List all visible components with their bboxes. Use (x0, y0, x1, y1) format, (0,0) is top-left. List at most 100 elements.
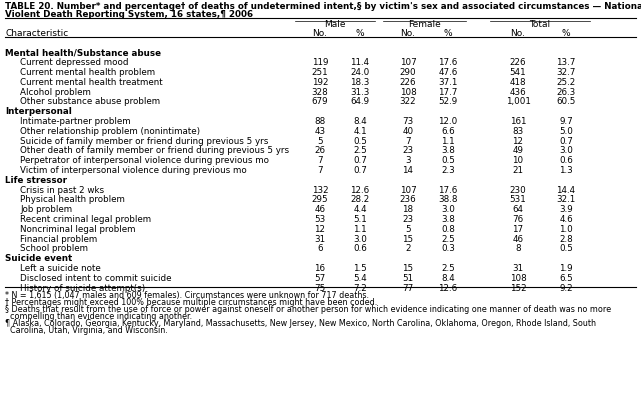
Text: 47.6: 47.6 (438, 68, 458, 77)
Text: 2.5: 2.5 (441, 234, 455, 244)
Text: Noncriminal legal problem: Noncriminal legal problem (20, 225, 135, 234)
Text: 7.2: 7.2 (353, 283, 367, 293)
Text: Carolina, Utah, Virginia, and Wisconsin.: Carolina, Utah, Virginia, and Wisconsin. (5, 325, 168, 334)
Text: 119: 119 (312, 58, 328, 67)
Text: 2.5: 2.5 (441, 264, 455, 273)
Text: 17.6: 17.6 (438, 186, 458, 195)
Text: 18.3: 18.3 (351, 78, 370, 87)
Text: 64: 64 (513, 205, 524, 214)
Text: 8.4: 8.4 (353, 117, 367, 126)
Text: Violent Death Reporting System, 16 states,¶ 2006: Violent Death Reporting System, 16 state… (5, 10, 253, 19)
Text: Intimate-partner problem: Intimate-partner problem (20, 117, 131, 126)
Text: 192: 192 (312, 78, 328, 87)
Text: 21: 21 (513, 166, 524, 175)
Text: 37.1: 37.1 (438, 78, 458, 87)
Text: 77: 77 (403, 283, 413, 293)
Text: 2.8: 2.8 (559, 234, 573, 244)
Text: Physical health problem: Physical health problem (20, 195, 125, 204)
Text: 328: 328 (312, 88, 328, 97)
Text: 436: 436 (510, 88, 526, 97)
Text: 14: 14 (403, 166, 413, 175)
Text: 15: 15 (403, 234, 413, 244)
Text: 4.1: 4.1 (353, 127, 367, 136)
Text: 12: 12 (315, 225, 326, 234)
Text: 290: 290 (400, 68, 416, 77)
Text: 13.7: 13.7 (556, 58, 576, 67)
Text: 51: 51 (403, 274, 413, 283)
Text: No.: No. (510, 29, 526, 38)
Text: Job problem: Job problem (20, 205, 72, 214)
Text: 5.1: 5.1 (353, 215, 367, 224)
Text: 230: 230 (510, 186, 526, 195)
Text: Disclosed intent to commit suicide: Disclosed intent to commit suicide (20, 274, 172, 283)
Text: Mental health/Substance abuse: Mental health/Substance abuse (5, 48, 161, 57)
Text: ¶ Alaska, Colorado, Georgia, Kentucky, Maryland, Massachusetts, New Jersey, New : ¶ Alaska, Colorado, Georgia, Kentucky, M… (5, 318, 596, 327)
Text: 31: 31 (315, 234, 326, 244)
Text: 322: 322 (400, 97, 416, 106)
Text: Crisis in past 2 wks: Crisis in past 2 wks (20, 186, 104, 195)
Text: %: % (562, 29, 570, 38)
Text: 73: 73 (403, 117, 413, 126)
Text: Female: Female (408, 20, 441, 29)
Text: 1,001: 1,001 (506, 97, 531, 106)
Text: 10: 10 (512, 156, 524, 165)
Text: Other death of family member or friend during previous 5 yrs: Other death of family member or friend d… (20, 146, 289, 155)
Text: compelling than evidence indicating another.: compelling than evidence indicating anot… (5, 312, 192, 320)
Text: 8.4: 8.4 (441, 274, 455, 283)
Text: 0.3: 0.3 (441, 244, 455, 253)
Text: 76: 76 (512, 215, 524, 224)
Text: 3: 3 (405, 156, 411, 165)
Text: 2.3: 2.3 (441, 166, 455, 175)
Text: 0.6: 0.6 (353, 244, 367, 253)
Text: 31.3: 31.3 (351, 88, 370, 97)
Text: 1.1: 1.1 (353, 225, 367, 234)
Text: 107: 107 (399, 58, 417, 67)
Text: 1.0: 1.0 (559, 225, 573, 234)
Text: Male: Male (324, 20, 345, 29)
Text: Total: Total (529, 20, 551, 29)
Text: 16: 16 (315, 264, 326, 273)
Text: 3.8: 3.8 (441, 215, 455, 224)
Text: 40: 40 (403, 127, 413, 136)
Text: No.: No. (401, 29, 415, 38)
Text: 8: 8 (515, 244, 520, 253)
Text: 236: 236 (400, 195, 416, 204)
Text: 5.4: 5.4 (353, 274, 367, 283)
Text: 7: 7 (317, 156, 323, 165)
Text: 3.9: 3.9 (559, 205, 573, 214)
Text: 2: 2 (405, 244, 411, 253)
Text: 0.7: 0.7 (353, 166, 367, 175)
Text: 46: 46 (315, 205, 326, 214)
Text: TABLE 20. Number* and percentage† of deaths of undetermined intent,§ by victim's: TABLE 20. Number* and percentage† of dea… (5, 2, 641, 11)
Text: 0.5: 0.5 (353, 137, 367, 146)
Text: 46: 46 (513, 234, 524, 244)
Text: 43: 43 (315, 127, 326, 136)
Text: 679: 679 (312, 97, 328, 106)
Text: Perpetrator of interpersonal violence during previous mo: Perpetrator of interpersonal violence du… (20, 156, 269, 165)
Text: 52.9: 52.9 (438, 97, 458, 106)
Text: 25.2: 25.2 (556, 78, 576, 87)
Text: %: % (444, 29, 453, 38)
Text: 0.6: 0.6 (559, 156, 573, 165)
Text: 0.5: 0.5 (441, 156, 455, 165)
Text: 4.4: 4.4 (353, 205, 367, 214)
Text: § Deaths that result from the use of force or power against oneself or another p: § Deaths that result from the use of for… (5, 305, 611, 313)
Text: 152: 152 (510, 283, 526, 293)
Text: Current mental health problem: Current mental health problem (20, 68, 155, 77)
Text: 1.5: 1.5 (353, 264, 367, 273)
Text: 38.8: 38.8 (438, 195, 458, 204)
Text: 295: 295 (312, 195, 328, 204)
Text: 0.5: 0.5 (559, 244, 573, 253)
Text: 541: 541 (510, 68, 526, 77)
Text: 49: 49 (513, 146, 524, 155)
Text: 11.4: 11.4 (351, 58, 370, 67)
Text: 26: 26 (315, 146, 326, 155)
Text: 83: 83 (512, 127, 524, 136)
Text: Suicide event: Suicide event (5, 254, 72, 263)
Text: 132: 132 (312, 186, 328, 195)
Text: Interpersonal: Interpersonal (5, 107, 72, 116)
Text: 12.0: 12.0 (438, 117, 458, 126)
Text: 12: 12 (513, 137, 524, 146)
Text: 12.6: 12.6 (351, 186, 370, 195)
Text: 1.9: 1.9 (559, 264, 573, 273)
